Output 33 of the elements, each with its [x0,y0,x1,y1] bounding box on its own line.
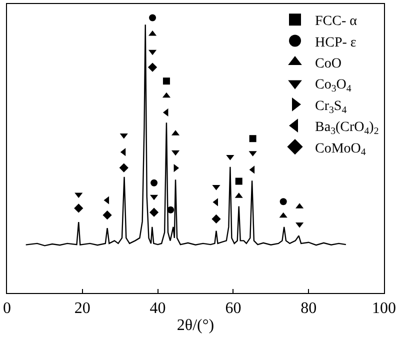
x-tick-label: 20 [74,300,90,318]
point [162,78,170,85]
point [212,214,221,224]
point [296,222,304,228]
x-tick-label: 0 [3,300,11,318]
legend-label: CoO [315,56,342,72]
x-tick-label: 100 [372,300,396,318]
x-tick-label: 40 [150,300,166,318]
x-tick-label: 60 [225,300,242,318]
point [102,210,112,220]
legend-label: Cr$_{3}$S$_{4}$ [315,98,347,116]
point [249,135,256,142]
point [249,166,255,174]
legend-label: HCP- ε [315,35,356,50]
point [74,204,84,213]
legend-label: FCC- α [315,14,358,30]
point [148,62,158,72]
point [162,108,168,116]
x-tick-label: 80 [300,300,317,318]
point [104,196,110,204]
point [119,163,128,172]
legend-label: Co$_{3}$O$_{4}$ [315,78,352,95]
point [279,212,288,218]
point [150,179,158,186]
point [120,148,126,156]
point [167,206,174,214]
point [235,178,242,185]
x-axis-title: 2θ/(°) [176,316,214,334]
legend-label: Ba$_{3}$(CrO$_{4}$)$_{2}$ [315,120,379,137]
point [149,208,159,217]
legend-label: CoMoO$_{4}$ [315,141,366,158]
point [280,198,287,206]
point [149,14,156,22]
